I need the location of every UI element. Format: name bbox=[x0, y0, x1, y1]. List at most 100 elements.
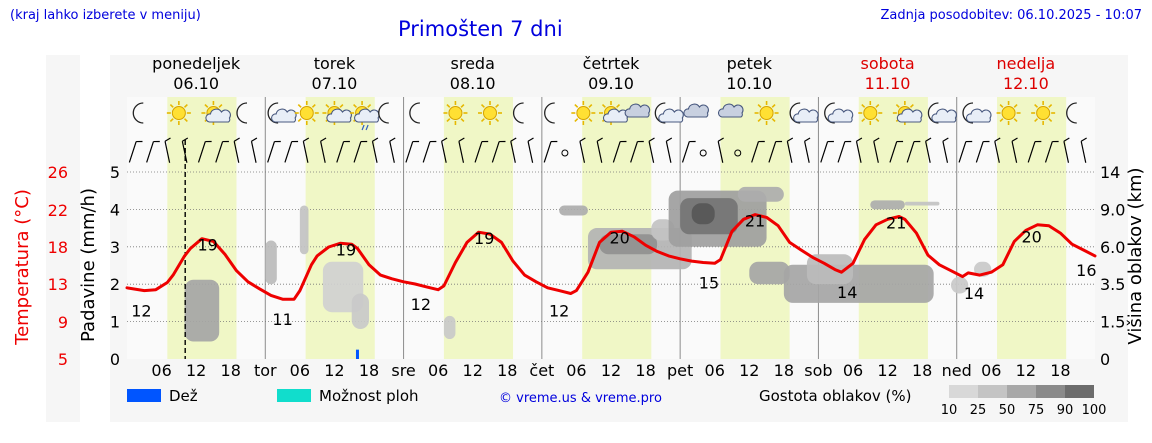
sun-ray bbox=[311, 118, 316, 123]
wind-feather bbox=[360, 140, 368, 143]
wind-barb bbox=[284, 140, 299, 163]
hour-tick-label: 06 bbox=[151, 361, 171, 380]
wind-barb bbox=[1027, 140, 1042, 163]
temperature-value-label: 12 bbox=[411, 295, 431, 314]
cloud-shape bbox=[793, 108, 819, 123]
cloud-cell bbox=[299, 205, 309, 255]
density-swatch bbox=[1065, 385, 1094, 398]
wind-feather bbox=[527, 137, 534, 142]
wind-barb bbox=[630, 140, 644, 163]
wind-barb bbox=[751, 140, 765, 163]
cloud-height-tick-label: 0 bbox=[1100, 350, 1110, 369]
wind-shaft bbox=[855, 141, 862, 163]
sun-ray bbox=[353, 103, 357, 108]
moon-icon bbox=[512, 102, 524, 124]
wind-feather bbox=[620, 140, 627, 143]
wind-feather bbox=[164, 137, 171, 142]
sun-ray bbox=[169, 103, 174, 108]
wind-barb bbox=[1044, 140, 1059, 163]
sun-ray bbox=[339, 103, 344, 108]
sun-ray bbox=[297, 103, 302, 108]
sun-disc bbox=[576, 106, 591, 120]
moon-crescent bbox=[654, 102, 666, 124]
wind-shaft bbox=[336, 141, 345, 163]
cloud-cell bbox=[443, 315, 456, 340]
wind-feather bbox=[1011, 137, 1018, 142]
wind-barb bbox=[612, 140, 627, 163]
sun-ray bbox=[446, 103, 451, 108]
wind-barb bbox=[197, 140, 212, 163]
wind-shaft bbox=[786, 141, 793, 163]
wind-barb bbox=[128, 140, 143, 163]
cloud-cell bbox=[904, 201, 940, 206]
cloud-cell bbox=[870, 200, 905, 210]
day-date: 11.10 bbox=[865, 74, 911, 93]
wind-barb bbox=[336, 140, 350, 163]
wind-shaft bbox=[389, 141, 395, 163]
sun-disc bbox=[483, 106, 497, 120]
wind-shaft bbox=[1080, 141, 1087, 163]
wind-feather bbox=[648, 137, 655, 142]
sun-ray bbox=[218, 103, 223, 108]
sun-cloud-icon bbox=[201, 101, 231, 125]
hour-tick-label: 18 bbox=[912, 361, 932, 380]
sun-ray bbox=[495, 118, 500, 123]
wind-shaft bbox=[768, 141, 777, 163]
wind-shaft bbox=[837, 141, 846, 163]
temperature-tick-label: 18 bbox=[48, 238, 68, 257]
wind-barb bbox=[389, 137, 396, 163]
wind-barb bbox=[804, 137, 811, 163]
temperature-tick-label: 26 bbox=[48, 163, 68, 182]
sun-ray bbox=[616, 103, 621, 108]
cloud-cell bbox=[749, 261, 790, 285]
wind-shaft bbox=[925, 141, 931, 163]
credit-link[interactable]: © vreme.us & vreme.pro bbox=[499, 391, 662, 406]
day-date: 12.10 bbox=[1003, 74, 1049, 93]
cloud-density-title: Gostota oblakov (%) bbox=[759, 387, 912, 405]
wind-feather bbox=[291, 140, 299, 143]
daylight-band bbox=[582, 97, 652, 359]
wind-shaft bbox=[320, 141, 326, 163]
sun-ray bbox=[169, 118, 174, 123]
region-menu-hint[interactable]: (kraj lahko izberete v meniju) bbox=[10, 8, 201, 23]
temperature-tick-label: 13 bbox=[48, 275, 68, 294]
precipitation-tick-label: 4 bbox=[110, 200, 120, 219]
showers-swatch bbox=[277, 389, 311, 402]
wind-shaft bbox=[491, 141, 500, 163]
sun-ray bbox=[495, 103, 500, 108]
day-name: sobota bbox=[860, 54, 914, 73]
wind-feather bbox=[942, 137, 949, 142]
wind-barb bbox=[958, 140, 973, 163]
hour-tick-label: 18 bbox=[635, 361, 655, 380]
cloud-shape bbox=[354, 108, 380, 123]
day-name: četrtek bbox=[583, 54, 641, 73]
cloud-cell bbox=[351, 293, 369, 330]
day-short-label: sob bbox=[804, 361, 832, 380]
sun-ray bbox=[757, 103, 762, 108]
wind-shaft bbox=[215, 141, 224, 163]
temperature-value-label: 16 bbox=[1076, 261, 1096, 280]
wind-shaft bbox=[250, 141, 257, 163]
wind-feather bbox=[856, 137, 863, 142]
sun-disc bbox=[1036, 106, 1051, 120]
wind-shaft bbox=[804, 141, 810, 163]
cloud-icon bbox=[717, 103, 744, 118]
cloud-shape bbox=[602, 108, 629, 123]
temperature-axis-panel bbox=[46, 55, 80, 422]
sun-ray bbox=[183, 118, 188, 123]
sun-ray bbox=[446, 118, 451, 123]
day-date: 07.10 bbox=[312, 74, 358, 93]
precipitation-axis-label: Padavine (mm/h) bbox=[78, 188, 99, 342]
cloud-shape bbox=[205, 108, 231, 123]
sun-ray bbox=[999, 118, 1004, 123]
sun-icon bbox=[996, 101, 1021, 125]
density-step-label: 50 bbox=[999, 403, 1016, 418]
moon-cloud-icon bbox=[927, 102, 957, 124]
sun-ray bbox=[1013, 118, 1018, 123]
wind-feather bbox=[637, 140, 644, 143]
hour-tick-label: 06 bbox=[566, 361, 586, 380]
wind-shaft bbox=[284, 141, 293, 163]
wind-shaft bbox=[422, 141, 431, 163]
